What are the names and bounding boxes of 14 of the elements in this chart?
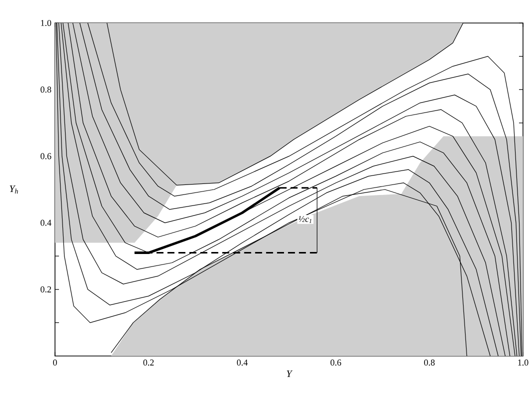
x-tick-label: 0: [53, 360, 57, 366]
y-tick-label: 0.6: [40, 153, 52, 160]
y-tick-label: 1.0: [41, 20, 52, 26]
y-tick-label: 0.4: [40, 220, 52, 226]
x-tick-label: 0.2: [143, 360, 154, 366]
x-axis-title: Y: [286, 370, 293, 377]
y-tick-label: 0.2: [40, 286, 51, 292]
y-axis-title: Y$_{h}$: [10, 185, 18, 194]
x-tick-label: 1.0: [518, 360, 528, 366]
x-tick-label: 0.4: [236, 360, 248, 366]
annotation: ½c$_{1}$: [298, 216, 312, 223]
y-tick-label: 0.8: [40, 86, 52, 93]
x-tick-label: 0.8: [424, 360, 435, 366]
x-tick-label: 0.6: [330, 360, 342, 366]
